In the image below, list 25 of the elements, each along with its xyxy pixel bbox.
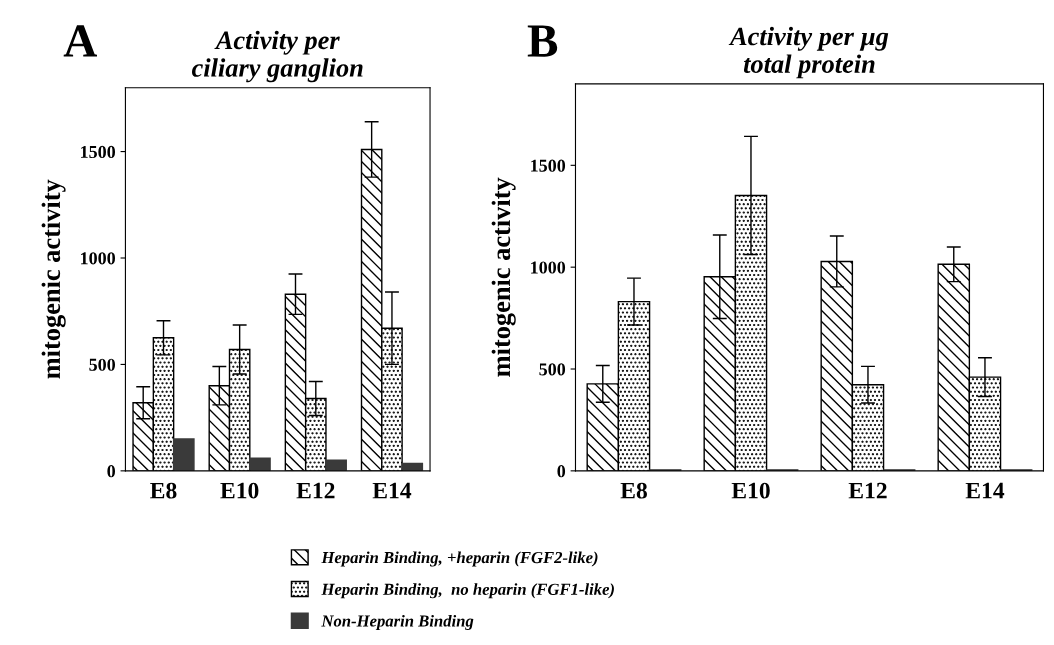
x-tick-label: E10	[220, 482, 259, 499]
x-tick-label: E8	[150, 482, 177, 499]
x-tick-label: E8	[620, 482, 647, 499]
y-tick-label: 1000	[81, 252, 116, 265]
text: A	[63, 25, 97, 57]
y-tick-label: 500	[89, 358, 116, 371]
chart-title: Activity per ciliary ganglion	[191, 30, 363, 83]
x-tick-label: E12	[848, 482, 887, 499]
legend-label: Non-Heparin Binding	[321, 614, 474, 630]
y-tick-label: 0	[557, 465, 566, 478]
legend-label: Heparin Binding, no heparin (FGF1-like)	[321, 583, 614, 599]
legend-label: Heparin Binding, +heparin (FGF2-like)	[321, 551, 598, 567]
y-axis-title: mitogenic activity	[41, 179, 66, 379]
y-tick-label: 1000	[531, 261, 566, 274]
y-tick-label: 500	[539, 363, 566, 376]
x-tick-label: E12	[296, 482, 335, 499]
x-tick-label: E14	[372, 482, 412, 499]
chart-title: Activity per µg total protein	[728, 26, 889, 79]
y-axis-title: mitogenic activity	[491, 177, 516, 377]
y-tick-label: 0	[107, 465, 116, 478]
y-tick-label: 1500	[531, 159, 566, 172]
y-tick-label: 1500	[81, 145, 116, 159]
text: B	[527, 25, 558, 57]
x-tick-label: E14	[965, 482, 1005, 499]
x-tick-label: E10	[731, 482, 770, 499]
